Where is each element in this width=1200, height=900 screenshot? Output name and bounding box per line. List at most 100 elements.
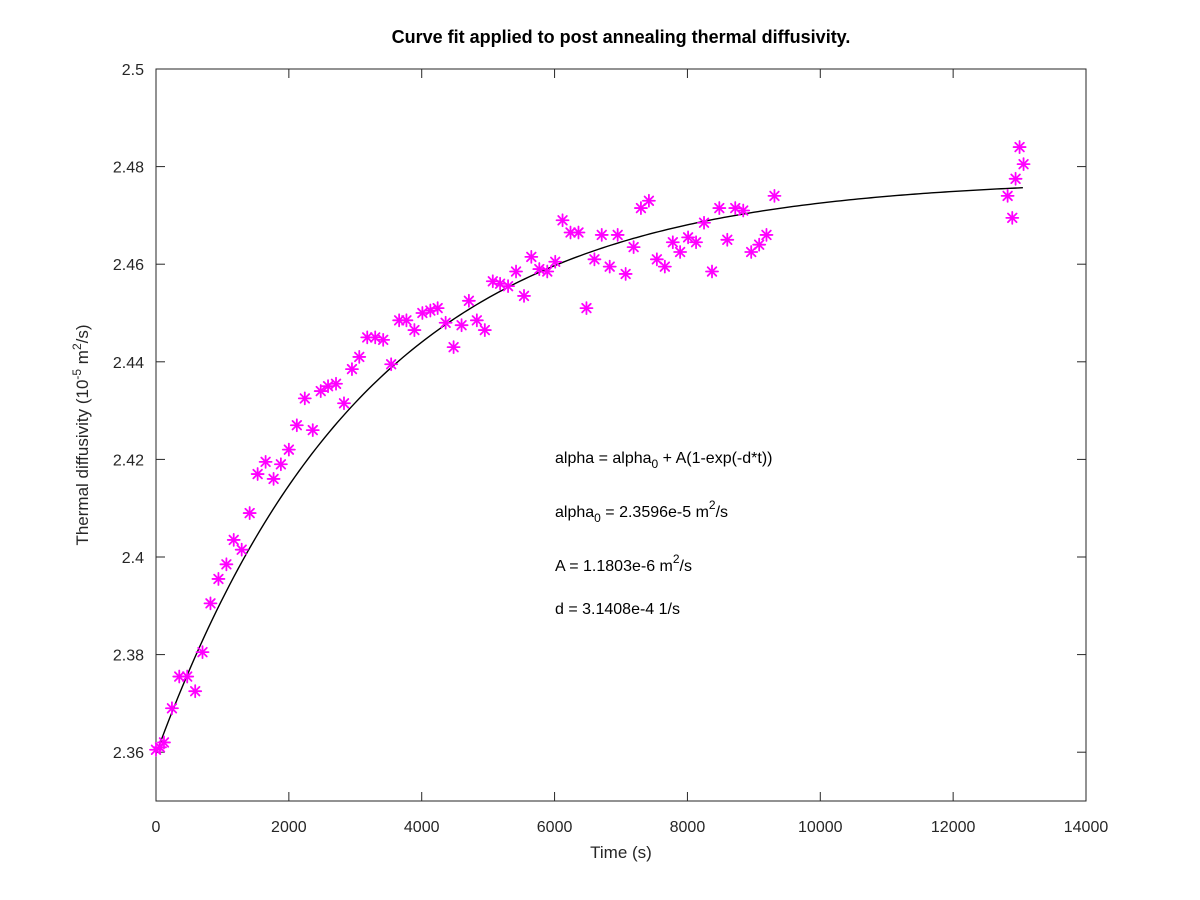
y-axis-label-base: Thermal diffusivity (10	[73, 380, 92, 546]
data-point	[273, 457, 288, 472]
data-point	[157, 735, 171, 750]
x-tick-label: 12000	[931, 819, 976, 836]
data-point	[281, 442, 296, 457]
data-point	[461, 293, 476, 308]
data-point	[250, 467, 265, 481]
data-point	[712, 201, 727, 215]
data-point	[493, 276, 508, 291]
data-point	[321, 379, 335, 394]
data-point	[626, 240, 641, 255]
x-tick-label: 6000	[537, 819, 573, 836]
fit-curve	[155, 187, 1023, 755]
data-point	[329, 376, 343, 391]
data-point	[1012, 140, 1027, 154]
data-point	[594, 228, 609, 242]
data-point	[532, 262, 547, 276]
data-point	[602, 259, 617, 274]
data-point	[384, 357, 399, 372]
data-point	[368, 330, 383, 345]
data-point	[657, 259, 672, 274]
data-point	[697, 215, 711, 230]
x-tick-label: 0	[152, 819, 161, 836]
data-point	[555, 213, 570, 228]
x-axis-ticks: 0 2000 4000 6000 8000 10000 12000 14000	[152, 69, 1109, 836]
data-point	[571, 225, 586, 240]
data-point	[438, 315, 453, 330]
data-point	[720, 232, 735, 247]
y-axis-label-exponent: -5	[70, 369, 84, 380]
y-axis-label: Thermal diffusivity (10-5 m2/s)	[70, 324, 92, 545]
data-point	[477, 323, 492, 337]
data-point	[454, 318, 469, 333]
x-tick-label: 2000	[271, 819, 307, 836]
data-point	[242, 506, 257, 520]
data-point	[524, 249, 539, 264]
y-tick-label: 2.48	[113, 160, 144, 177]
data-point	[642, 193, 656, 208]
plot-area-frame	[155, 68, 1087, 802]
y-tick-label: 2.44	[113, 355, 144, 372]
data-point	[446, 340, 461, 355]
data-point	[313, 384, 328, 398]
data-point	[1016, 157, 1031, 172]
data-point	[767, 188, 782, 203]
data-point	[234, 542, 249, 557]
data-point	[618, 267, 633, 281]
data-point	[673, 245, 688, 259]
data-point	[211, 572, 226, 586]
data-point	[297, 391, 312, 406]
data-point	[352, 350, 367, 364]
x-axis-label: Time (s)	[590, 843, 652, 862]
data-point	[752, 237, 767, 252]
data-point	[1000, 188, 1015, 203]
data-point	[665, 235, 680, 250]
data-point	[579, 301, 594, 316]
y-tick-label: 2.46	[113, 257, 144, 274]
annotation-model: alpha = alpha0 + A(1-exp(-d*t))	[555, 450, 772, 471]
data-point	[399, 313, 414, 328]
data-point	[305, 423, 320, 438]
data-point	[337, 396, 351, 411]
x-tick-label: 10000	[798, 819, 843, 836]
data-points	[149, 140, 1031, 757]
data-point	[345, 362, 359, 377]
annotation-A: A = 1.1803e-6 m2/s	[555, 552, 692, 575]
x-tick-label: 14000	[1064, 819, 1109, 836]
data-point	[728, 201, 743, 215]
data-point	[501, 279, 515, 294]
y-tick-label: 2.42	[113, 452, 144, 469]
data-point	[1008, 171, 1023, 186]
data-point	[509, 264, 523, 279]
x-tick-label: 8000	[670, 819, 706, 836]
data-point	[517, 289, 531, 303]
data-point	[258, 454, 273, 469]
data-point	[587, 252, 602, 267]
data-point	[195, 645, 210, 660]
data-point	[407, 323, 422, 337]
annotation-alpha0: alpha0 = 2.3596e-5 m2/s	[555, 498, 728, 525]
data-point	[289, 418, 304, 433]
data-point	[759, 228, 774, 242]
annotation-d: d = 3.1408e-4 1/s	[555, 601, 680, 618]
data-point	[1005, 210, 1020, 225]
data-point	[266, 472, 281, 486]
data-point	[705, 264, 719, 279]
data-point	[226, 533, 241, 547]
data-point	[188, 684, 203, 699]
y-tick-label: 2.36	[113, 745, 144, 762]
data-point	[415, 306, 430, 320]
data-point	[219, 557, 234, 572]
y-axis-label-unit: m	[73, 350, 92, 369]
chart-title: Curve fit applied to post annealing ther…	[392, 27, 851, 47]
fit-annotations: alpha = alpha0 + A(1-exp(-d*t)) alpha0 =…	[555, 450, 772, 618]
y-tick-label: 2.4	[122, 550, 144, 567]
data-point	[360, 330, 375, 345]
data-point	[469, 313, 484, 328]
data-point	[203, 596, 218, 611]
x-tick-label: 4000	[404, 819, 440, 836]
data-point	[689, 235, 703, 250]
y-tick-label: 2.38	[113, 648, 144, 665]
data-point	[430, 301, 445, 316]
